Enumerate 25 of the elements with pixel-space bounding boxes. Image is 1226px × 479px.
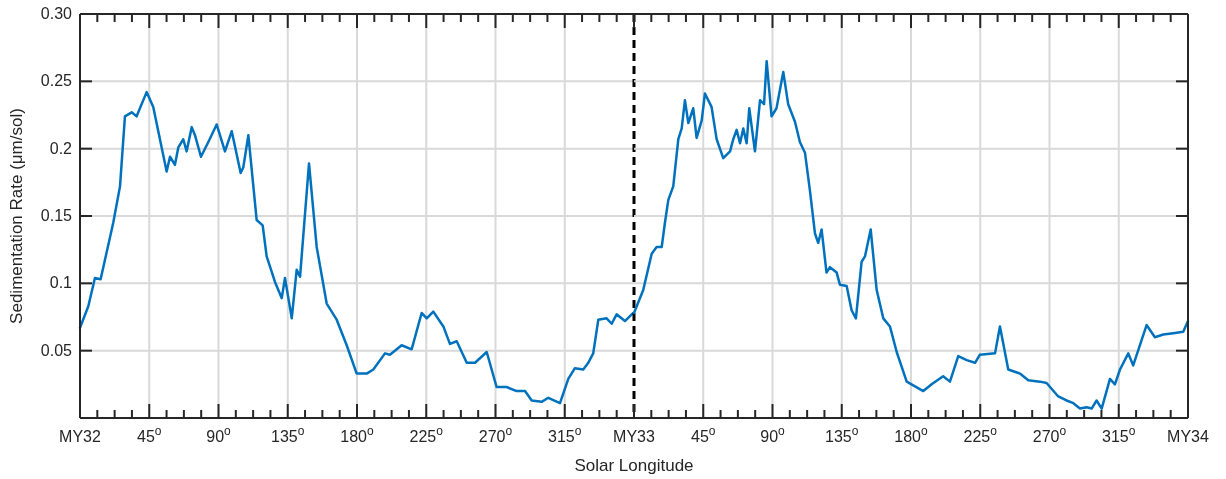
y-tick-label: 0.15: [40, 207, 73, 224]
x-tick-label: 225$^{o}$: [409, 424, 444, 445]
x-tick-label: MY34: [1167, 428, 1209, 445]
x-tick-label: 45$^{o}$: [137, 424, 162, 445]
y-tick-label: 0.05: [40, 341, 73, 359]
x-tick-label: 45$^{o}$: [691, 424, 716, 445]
x-tick-label: 315$^{o}$: [548, 424, 582, 445]
x-tick-label: 270$^{o}$: [1032, 424, 1067, 445]
y-tick-label: 0.2: [49, 139, 73, 157]
x-tick-label: 180$^{o}$: [894, 424, 929, 445]
x-tick-label: MY33: [613, 428, 655, 445]
y-tick-label: 0.25: [40, 72, 73, 90]
x-tick-label: MY32: [59, 428, 101, 445]
y-tick-label: 0.30: [40, 5, 73, 22]
x-tick-label: 90$^{o}$: [760, 424, 786, 445]
x-axis-title: Solar Longitude: [574, 456, 694, 475]
x-tick-label: 270$^{o}$: [478, 424, 513, 445]
y-axis-title: Sedimentation Rate (μm/sol): [7, 108, 26, 324]
x-tick-label: 225$^{o}$: [963, 424, 998, 445]
x-tick-label: 135$^{o}$: [825, 424, 859, 445]
x-tick-label: 135$^{o}$: [271, 424, 305, 445]
x-tick-label: 180$^{o}$: [340, 424, 375, 445]
x-tick-label: 90$^{o}$: [206, 424, 232, 445]
y-tick-label: 0.1: [49, 274, 73, 292]
x-tick-label: 315$^{o}$: [1102, 424, 1136, 445]
